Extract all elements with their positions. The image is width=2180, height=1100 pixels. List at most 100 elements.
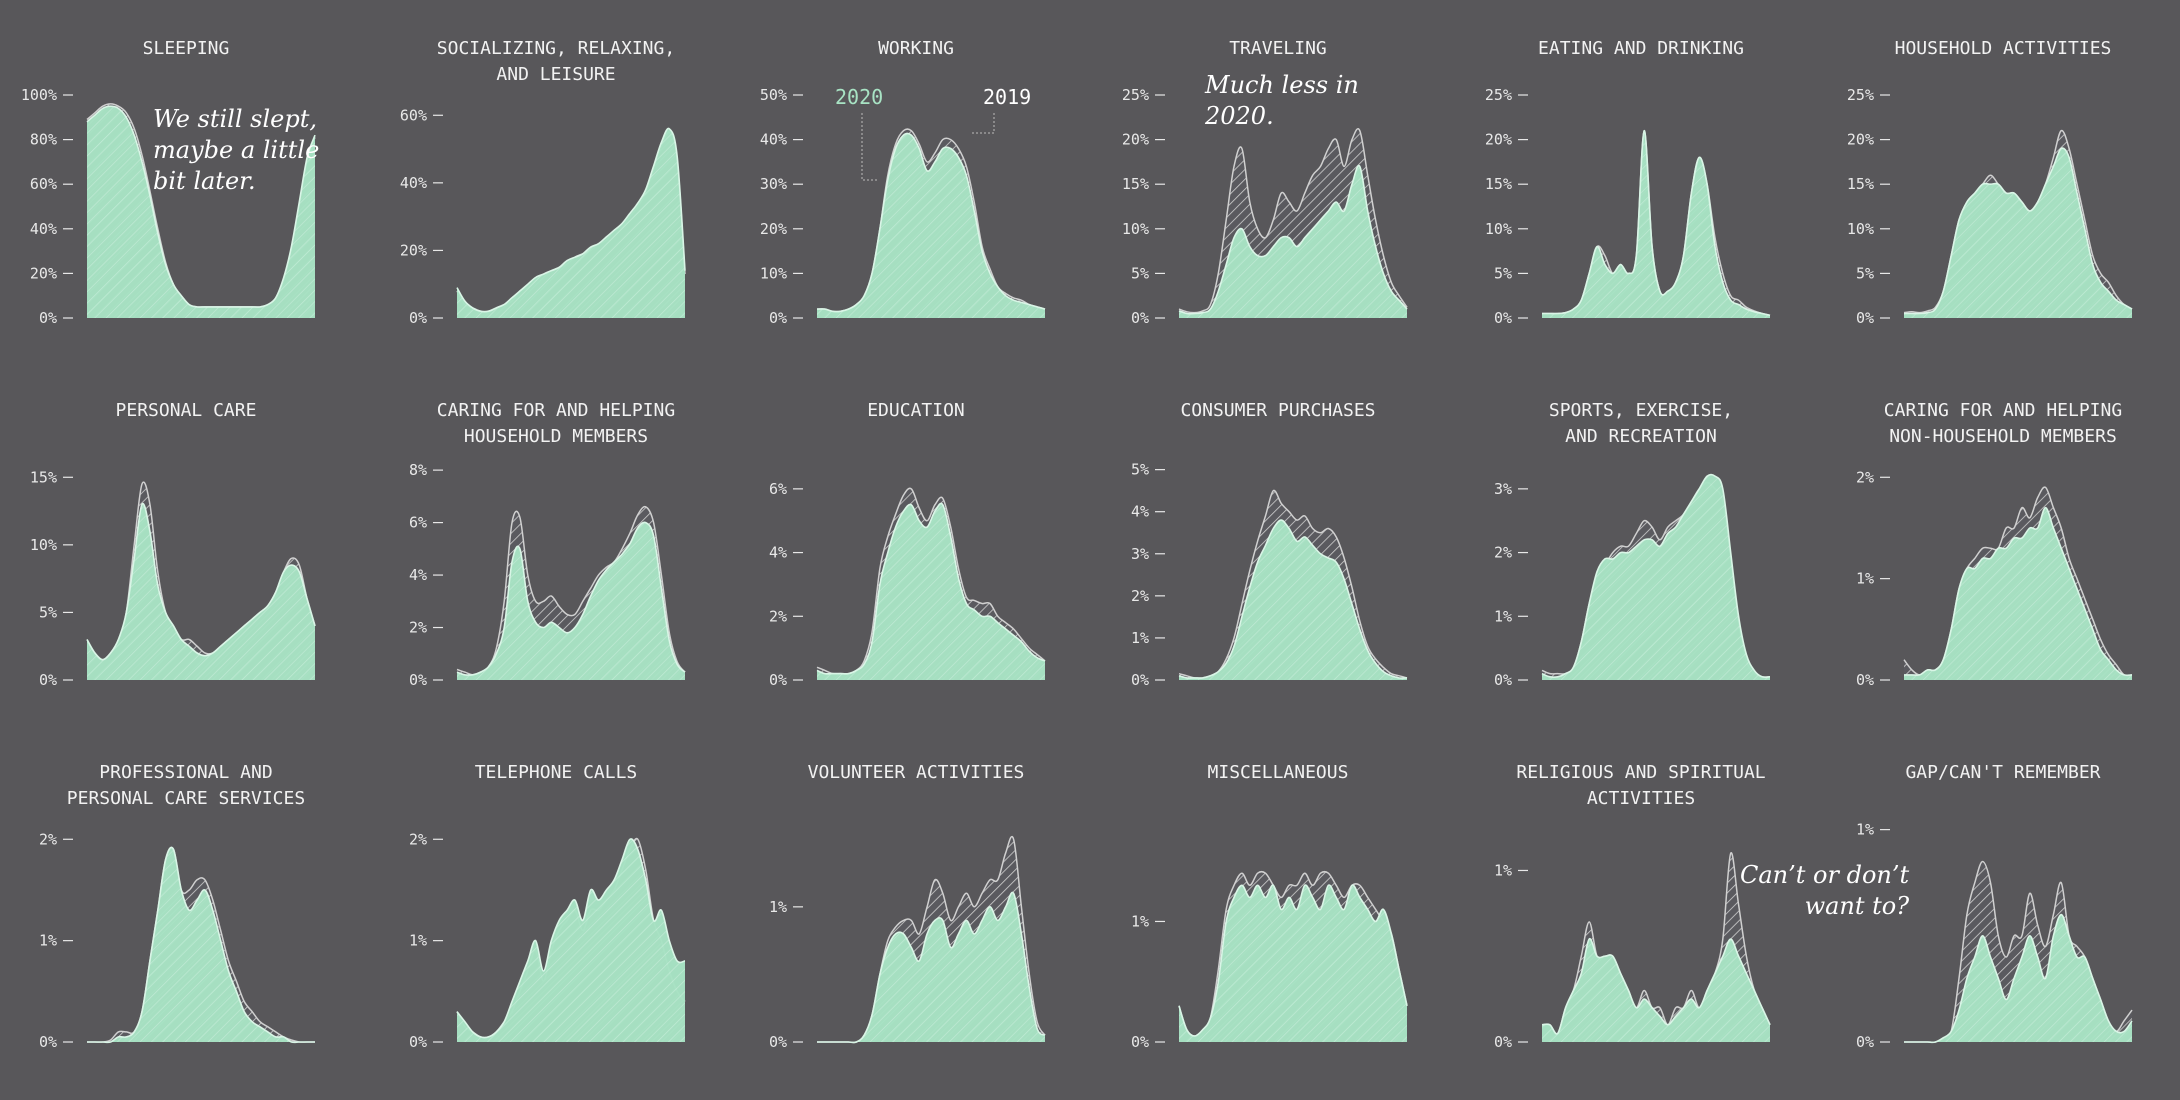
series-2019-line [1178, 870, 1408, 1037]
y-tick-label: 3% [1494, 480, 1512, 498]
y-tick-label: 0% [409, 671, 427, 689]
series-2020-line [1542, 129, 1771, 317]
y-tick-label: 0% [1131, 309, 1149, 327]
series-2020-line [816, 502, 1046, 675]
area-chart: 0% 1% [1131, 870, 1408, 1051]
y-tick-label: 0% [1856, 671, 1874, 689]
y-tick-label: 2% [39, 830, 57, 848]
y-tick-label: 8% [409, 461, 427, 479]
chart-title: PERSONAL CARE [115, 400, 257, 421]
y-tick-label: 40% [30, 220, 57, 238]
y-tick-label: 5% [1494, 264, 1512, 282]
y-tick-label: 20% [1122, 131, 1149, 149]
area-chart: 0% 20% 40% 60% 80% 100% [21, 86, 316, 327]
series-2019-line [456, 505, 686, 676]
chart-panel: 0% 20% 40% 60% 80% 100% SLEEPING We still slept… [5, 0, 367, 362]
annotation-gap: Can’t or don’t want to? [1740, 861, 1910, 920]
chart-title: HOUSEHOLD ACTIVITIES [1894, 38, 2112, 59]
area-chart: 0% 5% 10% 15% [30, 468, 316, 689]
y-tick-label: 0% [1494, 671, 1512, 689]
y-tick-label: 20% [760, 220, 787, 238]
series-2020-line [817, 891, 1046, 1044]
legend-2020: 2020 [835, 85, 884, 109]
y-tick-label: 100% [21, 86, 57, 104]
series-2020-line [86, 105, 316, 308]
chart-title: RELIGIOUS AND SPIRITUAL ACTIVITIES [1516, 762, 1766, 809]
chart-title: CARING FOR AND HELPING HOUSEHOLD MEMBERS [436, 400, 676, 447]
series-2020-line [456, 521, 686, 676]
annotation-traveling: Much less in 2020. [1205, 71, 1359, 130]
series-2020-line [1904, 913, 2133, 1044]
y-tick-label: 15% [1847, 175, 1874, 193]
chart-panel: 0% 1% 2% TELEPHONE CALLS [375, 724, 737, 1086]
area-chart: 0% 2% 4% 6% [769, 480, 1046, 689]
y-tick-label: 10% [760, 264, 787, 282]
y-tick-label: 5% [1131, 264, 1149, 282]
y-tick-label: 10% [1847, 220, 1874, 238]
series-2020-area [1904, 507, 2132, 680]
y-tick-label: 0% [1131, 671, 1149, 689]
y-tick-label: 0% [1856, 309, 1874, 327]
y-tick-label: 0% [1494, 309, 1512, 327]
y-tick-label: 1% [1494, 607, 1512, 625]
series-2020-area [457, 522, 685, 680]
series-2020-line [456, 127, 686, 313]
series-2020-area [817, 133, 1045, 318]
y-tick-label: 0% [1856, 1033, 1874, 1051]
chart-title: EDUCATION [867, 400, 965, 421]
chart-panel: 0% 1% VOLUNTEER ACTIVITIES [735, 724, 1097, 1086]
chart-title: CONSUMER PURCHASES [1180, 400, 1376, 421]
area-chart: 0% 1% 2% 3% [1494, 473, 1771, 689]
y-tick-label: 4% [409, 566, 427, 584]
y-tick-label: 3% [1131, 545, 1149, 563]
legend-leader-2020 [861, 113, 878, 181]
chart-panel: 0% 5% 10% 15% 20% 25% EATING AND DRINKING [1460, 0, 1822, 362]
chart-panel: 0% 5% 10% 15% PERSONAL CARE [5, 362, 367, 724]
y-tick-label: 10% [1485, 220, 1512, 238]
y-tick-label: 15% [1485, 175, 1512, 193]
series-2020-area [1904, 914, 2132, 1043]
series-2020-area [457, 838, 685, 1042]
y-tick-label: 25% [1122, 86, 1149, 104]
y-tick-label: 10% [1122, 220, 1149, 238]
y-tick-label: 20% [30, 264, 57, 282]
area-chart: 0% 1% [769, 835, 1046, 1051]
area-chart: 0% 1% [1494, 852, 1771, 1051]
y-tick-label: 1% [1494, 861, 1512, 879]
chart-panel: 0% 1% MISCELLANEOUS [1097, 724, 1459, 1086]
series-2020-line [1541, 473, 1771, 679]
y-tick-label: 80% [30, 131, 57, 149]
area-chart: 0% 1% 2% [39, 830, 315, 1051]
series-2020-area [87, 503, 315, 680]
y-tick-label: 15% [30, 468, 57, 486]
chart-panel: 0% 1% GAP/CAN'T REMEMBER Can’t or don’t wan… [1740, 724, 2180, 1086]
series-2020-area [1904, 148, 2132, 318]
series-2020-line [1903, 506, 2133, 677]
chart-panel: 0% 10% 20% 30% 40% 50% WORKING 2020 2019 [735, 0, 1097, 362]
y-tick-label: 25% [1485, 86, 1512, 104]
area-chart: 0% 10% 20% 30% 40% 50% [760, 86, 1046, 327]
chart-panel: 0% 1% 2% CARING FOR AND HELPING NON-HOUSEHO… [1822, 362, 2180, 724]
chart-title: WORKING [878, 38, 954, 59]
y-tick-label: 0% [769, 309, 787, 327]
chart-title: TRAVELING [1229, 38, 1327, 59]
series-2020-line [1904, 147, 2133, 315]
series-2019-line [1541, 852, 1771, 1035]
y-tick-label: 10% [30, 536, 57, 554]
y-tick-label: 30% [760, 175, 787, 193]
chart-title: PROFESSIONAL AND PERSONAL CARE SERVICES [66, 762, 306, 809]
chart-panel: 0% 5% 10% 15% 20% 25% TRAVELING Much less in 20… [1097, 0, 1459, 362]
series-2020-line [1178, 519, 1408, 679]
chart-title: EATING AND DRINKING [1538, 38, 1744, 59]
y-tick-label: 5% [1131, 461, 1149, 479]
y-tick-label: 20% [400, 241, 427, 259]
area-chart: 0% 5% 10% 15% 20% 25% [1122, 86, 1408, 327]
series-2020-line [86, 502, 316, 661]
series-2020-area [1542, 474, 1770, 680]
series-2020-line [816, 132, 1046, 313]
legend-2019: 2019 [983, 85, 1032, 109]
y-tick-label: 0% [769, 671, 787, 689]
chart-title: SLEEPING [142, 38, 230, 59]
area-chart: 0% 1% [1856, 821, 2133, 1051]
